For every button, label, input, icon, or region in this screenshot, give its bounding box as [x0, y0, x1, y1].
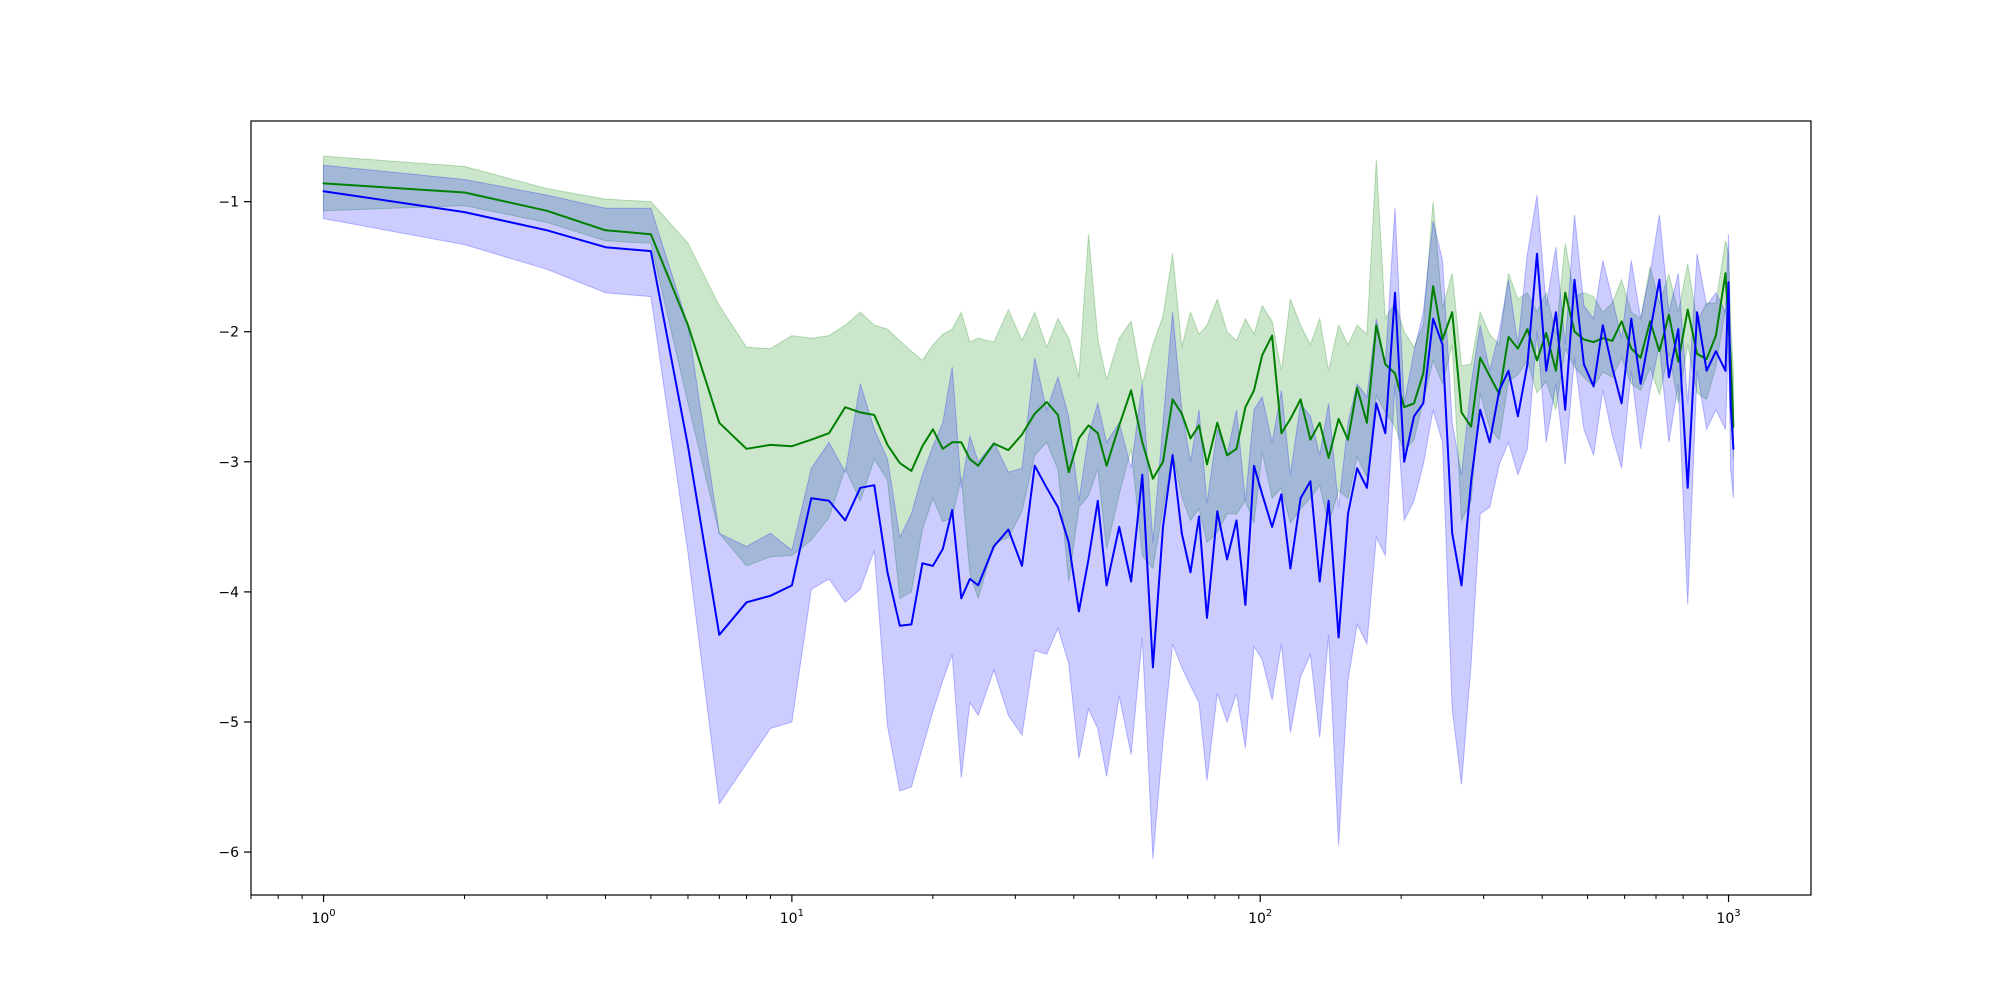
x-tick-label-3: 103 — [1716, 908, 1740, 927]
series-1-line — [322, 190, 1735, 669]
y-tick-label-2: −3 — [218, 455, 239, 471]
y-tick-label-5: −6 — [218, 845, 239, 861]
plot-frame — [250, 120, 1812, 896]
x-tick-label-2: 102 — [1248, 908, 1272, 927]
y-tick-label-3: −4 — [218, 585, 239, 601]
series-lines — [322, 182, 1735, 669]
x-tick-label-1: 101 — [780, 908, 804, 927]
series-0-band — [323, 155, 1734, 601]
x-tick-label-0: 100 — [311, 908, 335, 927]
y-tick-label-0: −1 — [218, 195, 239, 211]
axes: 100 101 102 103 −1 −2 −3 −4 −5 −6 — [218, 120, 1812, 927]
series-0-line — [322, 182, 1735, 480]
y-tick-label-1: −2 — [218, 325, 239, 341]
y-tick-label-4: −5 — [218, 715, 239, 731]
